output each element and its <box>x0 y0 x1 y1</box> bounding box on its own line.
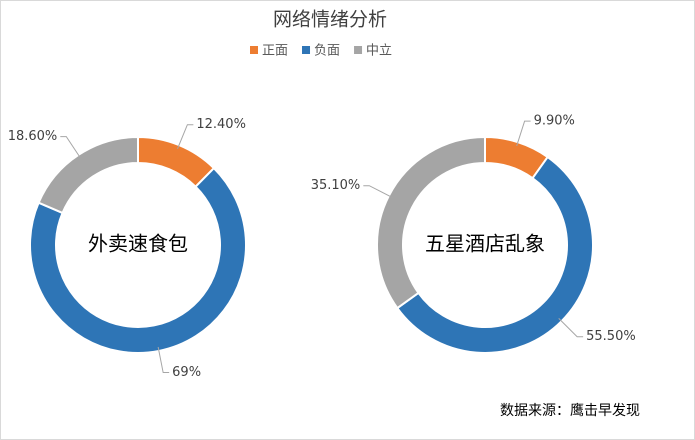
data-label: 35.10% <box>311 178 361 193</box>
center-label: 五星酒店乱象 <box>425 232 545 256</box>
data-label: 69% <box>172 365 201 380</box>
legend-swatch <box>354 46 363 54</box>
legend-swatch <box>250 46 258 54</box>
source: 数据来源：鹰击早发现 <box>500 403 640 419</box>
leader-line <box>177 124 194 149</box>
center-label: 外卖速食包 <box>88 232 188 256</box>
donut-segment <box>37 135 139 215</box>
chart-title: 网络情绪分析 <box>273 9 387 31</box>
donut-segment <box>29 166 247 354</box>
data-label: 18.60% <box>8 129 58 144</box>
legend-label: 负面 <box>314 44 340 59</box>
legend-swatch <box>302 46 311 54</box>
legend-label: 中立 <box>366 44 392 59</box>
donut-segment <box>395 155 594 354</box>
data-label: 55.50% <box>586 329 636 344</box>
leader-line <box>157 346 170 374</box>
leader-line <box>363 185 393 199</box>
legend-label: 正面 <box>262 44 288 59</box>
donut-segment <box>376 135 486 310</box>
data-label: 9.90% <box>534 114 575 129</box>
leader-line <box>516 120 531 147</box>
data-label: 12.40% <box>196 117 246 132</box>
leader-line <box>558 318 584 338</box>
leader-line <box>60 136 82 159</box>
